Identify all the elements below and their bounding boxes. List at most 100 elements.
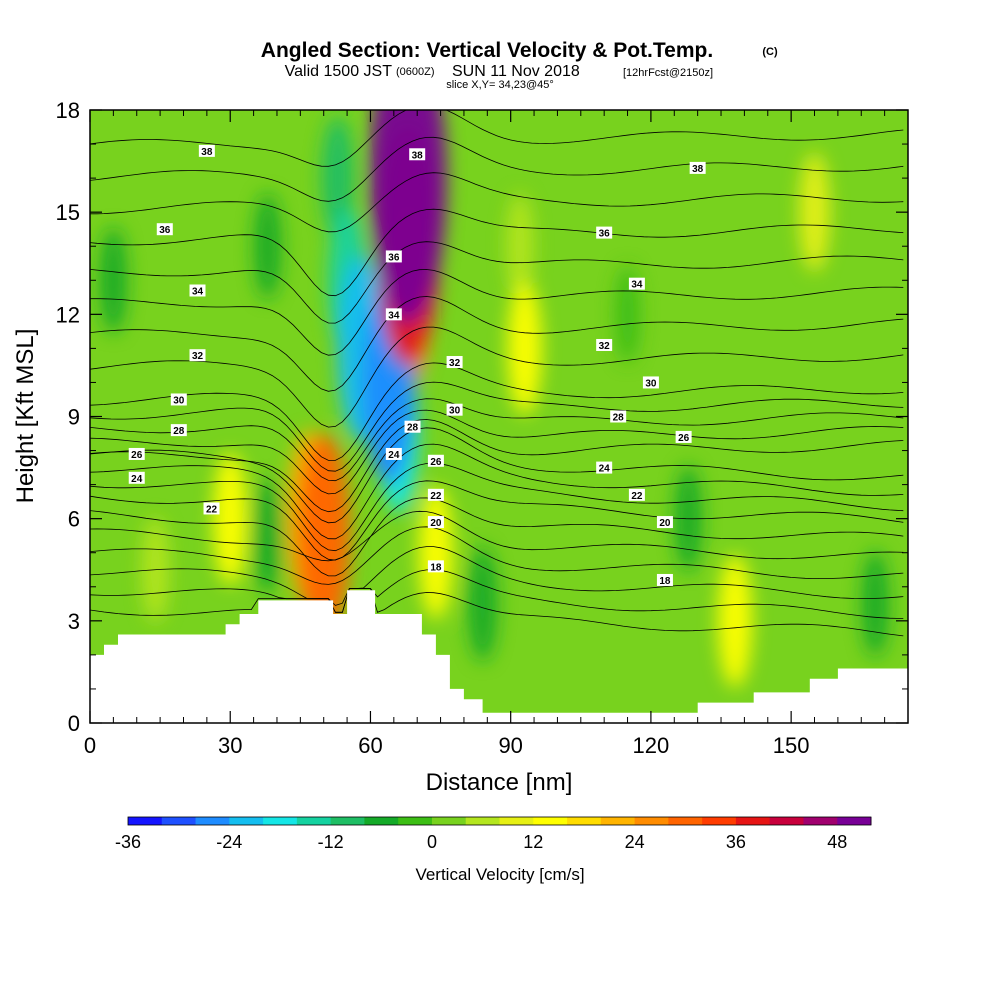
colorbar: -36 -24 -12 0 12 24 36 48: [115, 816, 872, 852]
contour-label-bg: [446, 356, 463, 369]
contour-label: 36: [156, 223, 173, 236]
updraft-cell: [799, 152, 830, 272]
valid-prefix: Valid 1500 JST: [285, 63, 393, 80]
contour-label: 20: [427, 516, 444, 529]
contour-label-text: 36: [388, 252, 400, 263]
colorbar-swatch: [398, 817, 433, 825]
updraft-cell: [418, 486, 454, 620]
theta-contour-line: [90, 269, 904, 356]
theta-contour-line: [90, 427, 904, 524]
contour-label-text: 20: [430, 518, 442, 529]
theta-contour-line: [90, 398, 904, 482]
valid-date: SUN 11 Nov 2018: [452, 63, 580, 80]
contour-label-text: 36: [599, 229, 611, 240]
contour-label: 32: [596, 338, 613, 352]
colorbar-swatch: [634, 817, 669, 825]
contour-label-text: 38: [692, 164, 704, 175]
contour-label: 22: [427, 488, 444, 502]
contour-label: 26: [128, 447, 145, 461]
contour-label-text: 34: [388, 310, 400, 321]
theta-contour-line: [90, 172, 904, 233]
colorbar-tick-label: 24: [625, 832, 645, 852]
contour-label-bg: [409, 148, 426, 161]
contour-label-text: 22: [206, 504, 218, 515]
contour-label: 38: [689, 161, 706, 175]
x-axis-title: Distance [nm]: [426, 769, 573, 796]
contour-label: 18: [427, 560, 444, 573]
updraft-cell: [507, 281, 542, 415]
contour-labels: 38 38 38 36 36 36 34 34 34 32 32 32 30 30 30 28 28 28 26 26…: [128, 144, 706, 587]
contour-label-bg: [642, 376, 659, 389]
contour-label-text: 38: [412, 150, 424, 161]
contour-label-bg: [596, 461, 613, 474]
contour-label-bg: [628, 277, 645, 290]
contour-label: 22: [203, 502, 220, 515]
contour-label-text: 32: [449, 358, 461, 369]
colorbar-swatch: [161, 817, 197, 825]
theta-contours: [90, 110, 904, 637]
contour-label-text: 26: [430, 457, 442, 468]
theta-contour-line: [90, 208, 904, 297]
theta-contour-line: [90, 362, 904, 461]
x-tick-label: 120: [633, 733, 670, 758]
contour-label: 18: [656, 573, 673, 587]
colorbar-swatch: [702, 817, 737, 825]
colorbar-swatch: [263, 817, 298, 825]
contour-label: 38: [198, 144, 215, 158]
contour-label: 24: [128, 471, 145, 485]
contour-label-text: 32: [599, 341, 611, 352]
chart-title: Angled Section: Vertical Velocity & Pot.…: [261, 39, 713, 62]
contour-label: 28: [170, 424, 187, 437]
contour-label-text: 20: [659, 518, 671, 529]
contour-label-bg: [427, 560, 444, 573]
contour-label-bg: [689, 161, 706, 174]
contour-label-bg: [427, 488, 444, 501]
theta-contour-line: [90, 409, 904, 495]
contour-label: 28: [610, 410, 627, 424]
colorbar-title: Vertical Velocity [cm/s]: [415, 865, 584, 884]
colorbar-swatch: [364, 817, 399, 825]
theta-contour-line: [90, 136, 904, 202]
theta-contour-line: [90, 462, 904, 552]
contour-label-text: 32: [192, 351, 204, 362]
contour-label-text: 28: [613, 413, 625, 424]
theta-contour-line: [90, 296, 904, 392]
terrain-mask: [90, 590, 908, 723]
contour-label: 24: [385, 447, 402, 461]
y-tick-label: 18: [56, 98, 80, 123]
updraft-cell: [369, 110, 447, 324]
y-axis-title: Height [Kft MSL]: [12, 329, 39, 504]
contour-label: 26: [427, 454, 444, 468]
contour-label-bg: [427, 516, 444, 529]
colorbar-swatch: [128, 817, 163, 825]
colorbar-swatch: [600, 817, 636, 825]
colorbar-swatch: [668, 817, 703, 825]
contour-label-bg: [128, 471, 145, 484]
contour-label: 38: [409, 148, 426, 161]
colorbar-swatch: [533, 817, 568, 825]
colorbar-tick-label: 36: [726, 832, 746, 852]
contour-label-bg: [675, 430, 692, 443]
x-tick-label: 30: [218, 733, 242, 758]
theta-contour-line: [90, 497, 904, 577]
theta-contour-line: [90, 419, 904, 513]
downdraft-cell: [467, 546, 498, 662]
contour-label-bg: [596, 338, 613, 351]
contour-label: 32: [446, 356, 463, 369]
colorbar-tick-label: -36: [115, 832, 141, 852]
colorbar-swatch: [465, 817, 500, 825]
x-tick-label: 90: [498, 733, 522, 758]
contour-label: 26: [675, 430, 692, 444]
contour-label-bg: [385, 250, 402, 263]
updraft-cell: [717, 554, 753, 688]
downdraft-cell: [615, 265, 640, 364]
contour-label-bg: [446, 403, 463, 416]
colorbar-swatch: [195, 817, 230, 825]
contour-label-text: 30: [173, 395, 185, 406]
colorbar-frame: [127, 816, 872, 826]
contour-label-bg: [596, 226, 613, 239]
theta-contour-line: [90, 241, 904, 324]
colorbar-swatch: [837, 817, 872, 825]
y-tick-label: 3: [68, 609, 80, 634]
